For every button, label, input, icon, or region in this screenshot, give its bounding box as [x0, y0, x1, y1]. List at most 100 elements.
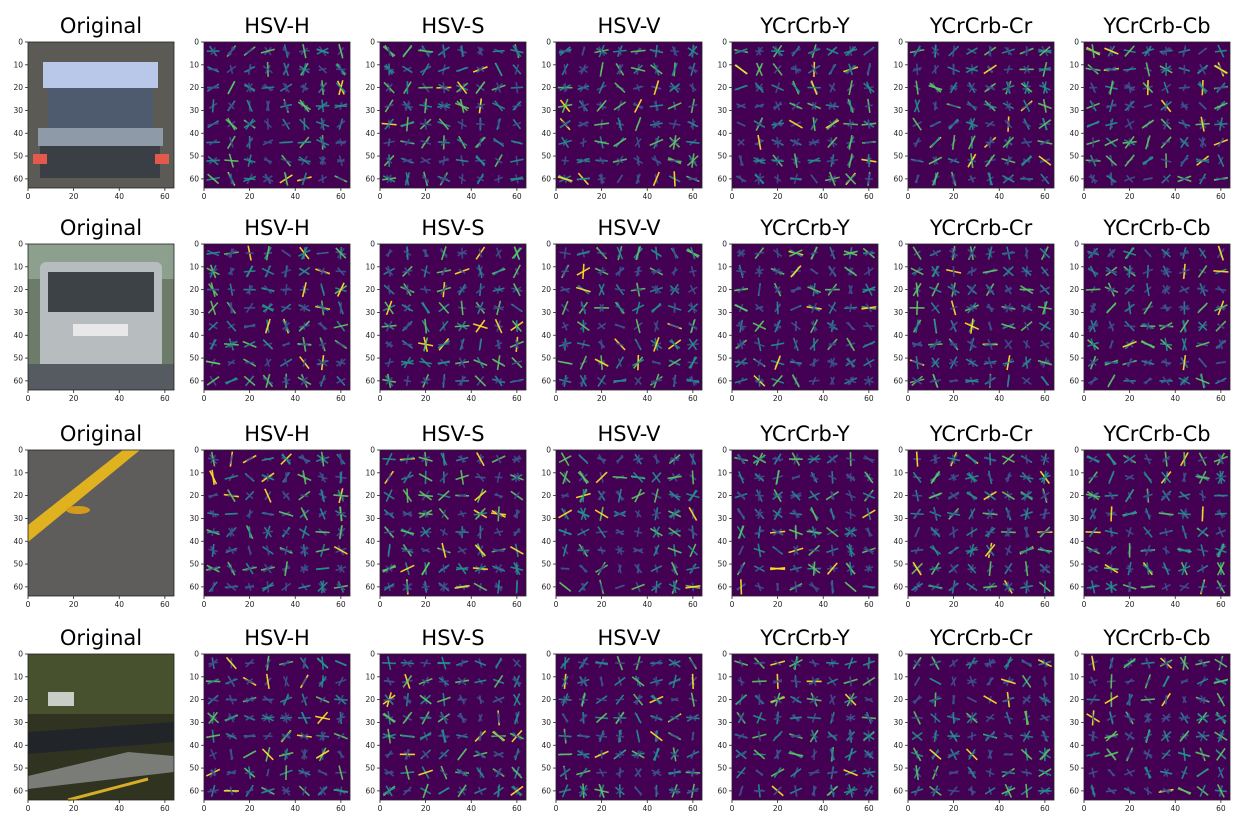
x-tick-label: 20 [69, 600, 79, 609]
y-tick-label: 10 [13, 262, 23, 271]
x-tick-label: 0 [26, 192, 31, 201]
x-tick-label: 60 [1040, 600, 1050, 609]
y-tick-label: 50 [365, 764, 375, 773]
x-tick-label: 40 [994, 394, 1004, 403]
y-tick-label: 30 [365, 514, 375, 523]
y-tick-label: 50 [541, 560, 551, 569]
x-tick-label: 0 [1082, 394, 1087, 403]
y-tick-label: 20 [189, 83, 199, 92]
y-tick-label: 10 [541, 672, 551, 681]
y-tick-label: 10 [717, 672, 727, 681]
x-tick-label: 60 [160, 600, 170, 609]
x-tick-label: 40 [1170, 804, 1180, 813]
y-tick-label: 20 [717, 285, 727, 294]
y-tick-label: 60 [365, 786, 375, 795]
hog-background [1084, 654, 1230, 800]
y-tick-label: 40 [13, 331, 23, 340]
hog-background [732, 244, 878, 390]
x-tick-label: 20 [773, 394, 783, 403]
x-tick-label: 0 [202, 804, 207, 813]
y-tick-label: 50 [189, 560, 199, 569]
y-tick-label: 40 [541, 129, 551, 138]
y-tick-label: 0 [1074, 650, 1079, 659]
y-tick-label: 20 [13, 83, 23, 92]
x-tick-label: 20 [597, 600, 607, 609]
y-tick-label: 20 [189, 695, 199, 704]
y-tick-label: 30 [189, 514, 199, 523]
x-tick-label: 0 [554, 600, 559, 609]
y-tick-label: 20 [189, 285, 199, 294]
hog-background [908, 42, 1054, 188]
y-tick-label: 50 [13, 152, 23, 161]
y-tick-label: 20 [189, 491, 199, 500]
x-tick-label: 60 [864, 394, 874, 403]
x-tick-label: 60 [1216, 804, 1226, 813]
y-tick-label: 30 [189, 106, 199, 115]
y-tick-label: 40 [365, 129, 375, 138]
y-tick-label: 0 [898, 446, 903, 455]
y-tick-label: 60 [13, 582, 23, 591]
y-tick-label: 60 [541, 174, 551, 183]
y-tick-label: 20 [365, 285, 375, 294]
y-tick-label: 0 [898, 38, 903, 47]
y-tick-label: 30 [893, 514, 903, 523]
x-tick-label: 0 [730, 192, 735, 201]
y-tick-label: 40 [13, 129, 23, 138]
y-tick-label: 60 [541, 582, 551, 591]
y-tick-label: 20 [541, 695, 551, 704]
x-tick-label: 40 [818, 804, 828, 813]
hog-background [204, 654, 350, 800]
y-tick-label: 0 [194, 446, 199, 455]
y-tick-label: 0 [18, 38, 23, 47]
y-tick-label: 40 [189, 129, 199, 138]
original-image [28, 654, 174, 800]
y-tick-label: 0 [722, 650, 727, 659]
y-tick-label: 30 [1069, 106, 1079, 115]
y-tick-label: 20 [717, 491, 727, 500]
x-tick-label: 60 [864, 600, 874, 609]
y-tick-label: 60 [13, 174, 23, 183]
x-tick-label: 60 [1216, 394, 1226, 403]
y-tick-label: 10 [189, 672, 199, 681]
hog-background [204, 42, 350, 188]
y-tick-label: 60 [365, 174, 375, 183]
y-tick-label: 10 [365, 60, 375, 69]
y-tick-label: 60 [189, 174, 199, 183]
x-tick-label: 20 [421, 804, 431, 813]
y-tick-label: 10 [893, 60, 903, 69]
hog-background [380, 244, 526, 390]
y-tick-label: 0 [722, 446, 727, 455]
x-tick-label: 60 [1216, 600, 1226, 609]
x-tick-label: 40 [114, 804, 124, 813]
x-tick-label: 20 [421, 192, 431, 201]
y-tick-label: 30 [365, 106, 375, 115]
y-tick-label: 10 [717, 262, 727, 271]
x-tick-label: 40 [994, 192, 1004, 201]
x-tick-label: 0 [1082, 600, 1087, 609]
x-tick-label: 20 [1125, 600, 1135, 609]
original-image [28, 42, 174, 188]
x-tick-label: 60 [336, 804, 346, 813]
y-tick-label: 40 [1069, 741, 1079, 750]
y-tick-label: 10 [717, 468, 727, 477]
y-tick-label: 40 [541, 331, 551, 340]
y-tick-label: 60 [13, 786, 23, 795]
y-tick-label: 40 [365, 741, 375, 750]
